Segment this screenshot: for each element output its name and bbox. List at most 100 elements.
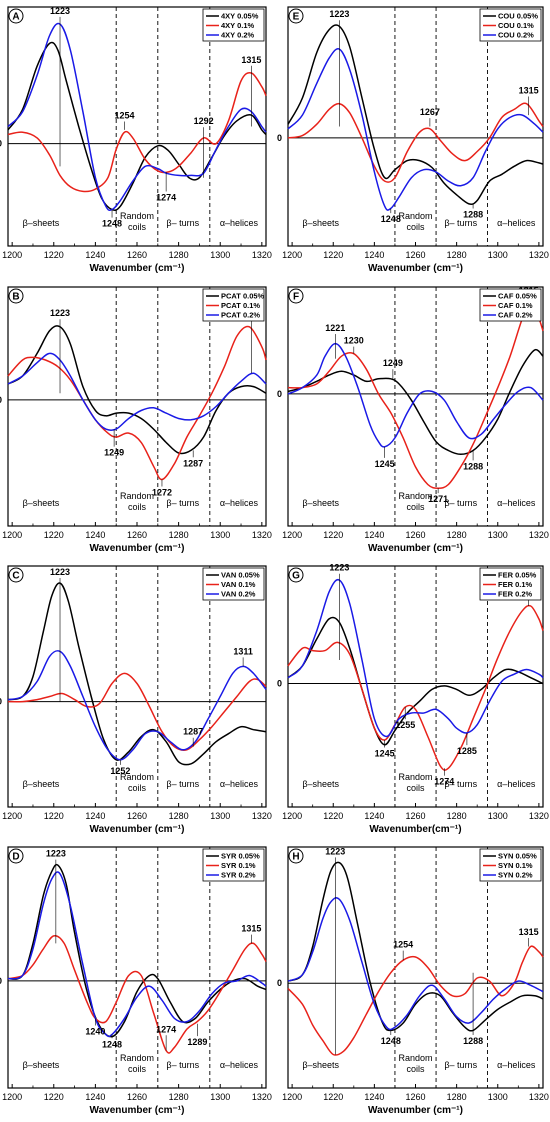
peak-label: 1274 [434, 777, 454, 787]
x-tick-label: 1240 [85, 250, 105, 260]
peak-label: 1245 [375, 748, 395, 758]
x-tick-label: 1320 [252, 1092, 272, 1102]
region-label-alpha-helices: α–helices [220, 498, 259, 508]
series-line-2 [7, 650, 267, 761]
x-axis-label-unit: (cm⁻¹) [155, 1105, 185, 1116]
x-tick-label: 1320 [529, 530, 549, 540]
panel-letter: E [293, 12, 300, 23]
peak-label: 1285 [457, 746, 477, 756]
peak-label: 1254 [393, 940, 413, 950]
region-label-coils: coils [406, 1064, 425, 1074]
peak-label: 1248 [102, 219, 122, 229]
series-line-2 [287, 47, 544, 211]
region-label-beta-sheets: β–sheets [23, 218, 60, 228]
region-label-alpha-helices: α–helices [497, 779, 536, 789]
series-line-0 [7, 325, 267, 455]
series-line-2 [7, 22, 267, 212]
region-label-random: Random [120, 1053, 154, 1063]
peak-label: 1248 [381, 214, 401, 224]
legend-label: FER 0.05% [498, 571, 537, 580]
x-tick-label: 1220 [323, 1092, 343, 1102]
peak-label: 1315 [241, 924, 261, 934]
x-axis-label-unit: (cm⁻¹) [155, 824, 185, 835]
x-tick-label: 1240 [364, 811, 384, 821]
peak-label: 1223 [329, 563, 349, 573]
series-line-1 [287, 604, 544, 771]
x-tick-label: 1200 [282, 250, 302, 260]
legend-label: SYR 0.05% [221, 852, 260, 861]
x-tick-label: 1240 [85, 811, 105, 821]
series-line-1 [7, 325, 267, 481]
zero-label: 0 [0, 395, 2, 405]
legend-label: VAN 0.2% [221, 590, 256, 599]
region-label-random: Random [398, 491, 432, 501]
x-axis-label: Wavenumber (cm⁻¹) [368, 543, 463, 554]
legend: SYN 0.05%SYN 0.1%SYN 0.2% [479, 848, 542, 882]
x-tick-label: 1300 [210, 530, 230, 540]
legend-label: COU 0.1% [498, 21, 534, 30]
panel-F: 0 1200 1220 1240 1260 1280 1300 1320 Wavenumber … [277, 285, 549, 554]
x-axis-label-main: Wavenumber [90, 263, 155, 274]
peak-label: 1267 [420, 107, 440, 117]
peak-label: 1315 [519, 927, 539, 937]
region-label-beta-turns: β– turns [444, 779, 477, 789]
peak-label: 1223 [50, 567, 70, 577]
x-tick-label: 1220 [323, 250, 343, 260]
peak-label: 1287 [183, 727, 203, 737]
peak-label: 1292 [194, 116, 214, 126]
panel-letter: C [12, 571, 19, 582]
region-label-beta-turns: β– turns [444, 1060, 477, 1070]
legend: 4XY 0.05%4XY 0.1%4XY 0.2% [202, 8, 265, 42]
series-line-0 [7, 41, 267, 211]
region-label-coils: coils [128, 1064, 147, 1074]
region-label-coils: coils [128, 783, 147, 793]
x-tick-label: 1300 [210, 811, 230, 821]
region-label-random: Random [398, 211, 432, 221]
series-line-0 [287, 348, 544, 456]
x-tick-label: 1240 [364, 250, 384, 260]
series-line-1 [287, 102, 544, 183]
zero-label: 0 [0, 697, 2, 707]
region-label-random: Random [120, 772, 154, 782]
legend-label: SYN 0.05% [498, 852, 537, 861]
legend-label: SYR 0.1% [221, 861, 256, 870]
x-axis-label: Wavenumber(cm⁻¹) [369, 824, 461, 835]
x-tick-label: 1200 [2, 1092, 22, 1102]
peak-label: 1274 [156, 192, 176, 202]
peak-label: 1315 [241, 55, 261, 65]
x-axis-label-main: Wavenumber [368, 1105, 433, 1116]
region-label-beta-sheets: β–sheets [302, 498, 339, 508]
x-tick-label: 1200 [2, 530, 22, 540]
x-tick-label: 1260 [127, 530, 147, 540]
x-tick-label: 1320 [529, 811, 549, 821]
region-label-random: Random [120, 211, 154, 221]
zero-label: 0 [277, 978, 282, 988]
x-axis-label-main: Wavenumber [369, 824, 432, 835]
legend: FER 0.05%FER 0.1%FER 0.2% [479, 567, 542, 601]
region-label-coils: coils [128, 222, 147, 232]
zero-label: 0 [0, 139, 2, 149]
region-label-random: Random [120, 491, 154, 501]
x-axis-label-unit: (cm⁻¹) [433, 543, 463, 554]
panel-letter-badge [288, 848, 304, 864]
panel-H: 0 1200 1220 1240 1260 1280 1300 1320 Wavenumber … [277, 846, 549, 1116]
region-label-beta-turns: β– turns [166, 779, 199, 789]
panel-letter-badge [288, 8, 304, 24]
x-tick-label: 1280 [169, 811, 189, 821]
panel-letter: F [293, 292, 299, 303]
series-line-0 [287, 24, 544, 206]
region-label-beta-sheets: β–sheets [23, 498, 60, 508]
legend-label: 4XY 0.2% [221, 31, 255, 40]
x-tick-label: 1300 [210, 250, 230, 260]
region-label-beta-sheets: β–sheets [302, 1060, 339, 1070]
x-tick-label: 1220 [323, 811, 343, 821]
peak-label: 1272 [152, 487, 172, 497]
region-label-beta-turns: β– turns [444, 498, 477, 508]
x-tick-label: 1240 [85, 1092, 105, 1102]
legend-label: CAF 0.05% [498, 292, 537, 301]
x-tick-label: 1300 [488, 811, 508, 821]
panel-letter-badge [8, 288, 24, 304]
x-tick-label: 1260 [127, 250, 147, 260]
series-line-1 [7, 71, 267, 193]
